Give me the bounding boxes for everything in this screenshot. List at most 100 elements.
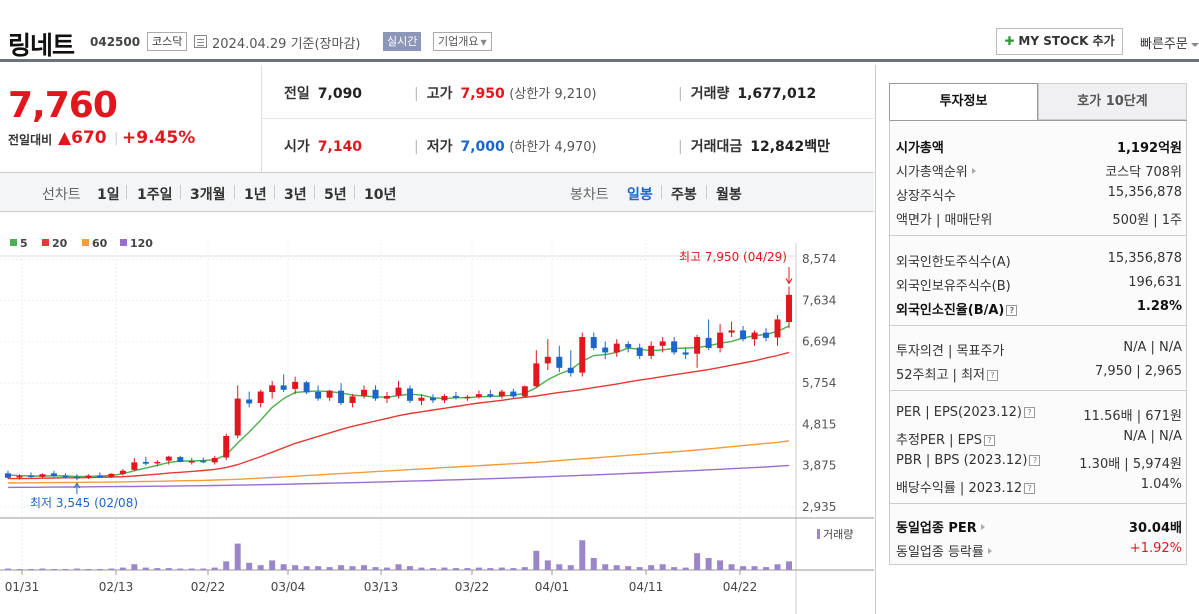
volume-bar <box>613 565 620 570</box>
x-tick-label: 04/11 <box>629 580 664 594</box>
chart-canvas: 8,574 7,634 6,694 5,754 4,815 3,875 2,935 01/31… <box>0 237 874 614</box>
candle-body <box>96 475 103 478</box>
volume-bar <box>441 567 448 570</box>
candle-body <box>533 363 540 387</box>
volume-bar <box>131 564 138 570</box>
candle-body <box>521 386 528 397</box>
open-label: 시가 <box>284 139 310 155</box>
x-tick-label: 03/13 <box>364 580 399 594</box>
candle-daily[interactable]: 일봉 <box>627 187 653 203</box>
price-summary: 7,760 전일대비 ▲670 | +9.45% 전일 7,090 | 고가 7,95… <box>0 65 874 173</box>
volume-bar <box>39 568 46 570</box>
plus-icon: ✚ <box>1004 34 1015 48</box>
candle-weekly[interactable]: 주봉 <box>671 187 697 203</box>
chevron-down-icon: ▼ <box>480 38 487 47</box>
candle-body <box>556 356 563 368</box>
period-3y[interactable]: 3년 <box>284 187 307 203</box>
candle-body <box>671 341 678 353</box>
period-1d[interactable]: 1일 <box>97 187 120 203</box>
volume-bar <box>717 560 724 570</box>
volume-bar <box>349 566 356 570</box>
upper-limit: (상한가 9,210) <box>509 87 597 102</box>
add-mystock-button[interactable]: ✚ MY STOCK 추가 <box>996 28 1123 55</box>
stock-header: 링네트 042500 코스닥 2024.04.29 기준(장마감) 실시간 기업… <box>0 0 1199 62</box>
help-icon[interactable]: ? <box>987 370 998 381</box>
help-icon[interactable]: ? <box>1024 483 1036 494</box>
candle-body <box>177 457 184 462</box>
candle-body <box>751 332 758 340</box>
candlestick-chart[interactable]: 8,574 7,634 6,694 5,754 4,815 3,875 2,935 01/31… <box>0 213 874 614</box>
tab-invest-info[interactable]: 투자정보 <box>889 83 1038 120</box>
period-1y[interactable]: 1년 <box>244 187 267 203</box>
realtime-button[interactable]: 실시간 <box>383 32 422 51</box>
chevron-right-icon <box>980 524 985 530</box>
volume-bar <box>694 553 701 570</box>
candle-body <box>246 399 253 404</box>
market-cap-rank-label[interactable]: 시가총액순위 <box>896 161 976 180</box>
company-overview-button[interactable]: 기업개요 ▼ <box>433 32 492 51</box>
candle-body <box>349 396 356 403</box>
candle-body <box>142 461 149 464</box>
candle-body <box>73 476 80 479</box>
market-cap-rank-row: 시가총액순위 코스닥 708위 <box>896 161 1182 181</box>
industry-per-label[interactable]: 동일업종 PER <box>896 517 985 536</box>
volume-bar <box>452 568 459 570</box>
candle-body <box>567 367 574 374</box>
period-10y[interactable]: 10년 <box>364 187 397 203</box>
market-cap-row: 시가총액 1,192억원 <box>896 137 1182 157</box>
market-cap-rank-value: 코스닥 708위 <box>1105 165 1182 180</box>
candle-body <box>326 390 333 398</box>
divider <box>261 65 262 172</box>
period-3m[interactable]: 3개월 <box>190 187 226 203</box>
y-tick-label: 2,935 <box>802 500 836 514</box>
ma120-line <box>7 464 790 489</box>
pbr-bps-value: 1.30배 | 5,974원 <box>1079 457 1182 472</box>
candle-body <box>108 473 115 477</box>
candle-monthly[interactable]: 월봉 <box>716 187 742 203</box>
volume-bar <box>567 565 574 570</box>
industry-change-label[interactable]: 동일업종 등락률 <box>896 541 992 560</box>
low-price: | 저가 7,000 (하한가 4,970) <box>414 136 597 156</box>
volume-bar <box>119 567 126 570</box>
foreign-ratio-value: 1.28% <box>1136 299 1182 314</box>
volume-bar <box>338 565 345 570</box>
period-1w[interactable]: 1주일 <box>137 187 173 203</box>
help-icon[interactable]: ? <box>1023 407 1035 418</box>
chart-toolbar: 선차트 1일 1주일 3개월 1년 3년 5년 10년 봉차트 일봉 주봉 월봉 <box>0 173 874 212</box>
period-5y[interactable]: 5년 <box>324 187 347 203</box>
candle-body <box>418 397 425 401</box>
est-per-label: 추정PER | EPS? <box>896 429 995 448</box>
legend-label: 60 <box>92 237 108 250</box>
help-icon[interactable]: ? <box>983 435 995 446</box>
min-arrow-head <box>73 482 81 489</box>
candle-body <box>154 461 161 464</box>
amount-value: 12,842 <box>750 139 805 155</box>
face-value-row: 액면가 | 매매단위 500원 | 1주 <box>896 209 1182 229</box>
candle-body <box>682 352 689 355</box>
industry-change-text: 동일업종 등락률 <box>896 545 984 560</box>
help-icon[interactable]: ? <box>1006 305 1018 316</box>
volume-bar <box>533 550 540 570</box>
candle-chart-label: 봉차트 <box>570 187 609 203</box>
dividend-row: 배당수익률 | 2023.12? 1.04% <box>896 477 1182 497</box>
candle-body <box>223 435 230 458</box>
opinion-value: N/A | N/A <box>1123 340 1182 355</box>
candle-body <box>717 332 724 349</box>
listed-shares-value: 15,356,878 <box>1107 185 1182 200</box>
dividend-text: 배당수익률 | 2023.12 <box>896 481 1023 496</box>
x-tick-label: 04/01 <box>535 580 570 594</box>
listed-shares-row: 상장주식수 15,356,878 <box>896 185 1182 205</box>
candle-body <box>464 396 471 399</box>
volume-bar <box>579 540 586 570</box>
legend-swatch <box>82 239 89 246</box>
candle-body <box>62 475 69 478</box>
volume-value: 1,677,012 <box>737 86 817 102</box>
help-icon[interactable]: ? <box>1029 455 1041 466</box>
candle-body <box>510 391 517 397</box>
tab-orderbook[interactable]: 호가 10단계 <box>1038 83 1187 120</box>
open-price: 시가 7,140 <box>284 136 362 156</box>
candle-body <box>257 391 264 403</box>
ma20-line <box>8 351 790 480</box>
quick-order-button[interactable]: 빠른주문 <box>1140 33 1199 52</box>
prev-close: 전일 7,090 <box>284 83 362 103</box>
